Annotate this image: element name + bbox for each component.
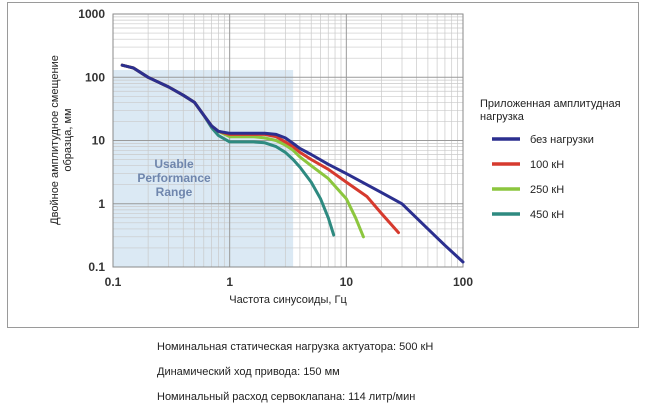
legend-label: 250 кН bbox=[530, 184, 564, 196]
y-tick-label: 100 bbox=[85, 70, 105, 84]
usable-range-region bbox=[113, 70, 294, 267]
y-tick-label: 0.1 bbox=[88, 260, 105, 274]
spec-line-servo-flow: Номинальный расход сервоклапана: 114 лит… bbox=[157, 391, 416, 403]
legend-label: 100 кН bbox=[530, 159, 564, 171]
x-tick-label: 1 bbox=[226, 275, 233, 289]
x-tick-label: 10 bbox=[340, 275, 354, 289]
y-tick-label: 1 bbox=[98, 197, 105, 211]
spec-line-actuator-load: Номинальная статическая нагрузка актуато… bbox=[157, 341, 434, 353]
y-tick-label: 1000 bbox=[78, 7, 105, 21]
usable-range-annotation: Usable Performance Range bbox=[137, 157, 211, 199]
legend-label: без нагрузки bbox=[530, 134, 594, 146]
legend-title: Приложенная амплитудная нагрузка bbox=[480, 98, 621, 123]
chart-svg: 0.1 1 10 100 0.1 1 10 100 1000 Частота синусоиды,… bbox=[49, 7, 621, 306]
y-axis-label: Двойное амплитудное смещениеобразца, мм bbox=[49, 55, 74, 225]
legend-label: 450 кН bbox=[530, 209, 564, 221]
series-line bbox=[120, 63, 465, 264]
x-tick-label: 0.1 bbox=[105, 275, 122, 289]
y-tick-label: 10 bbox=[92, 134, 106, 148]
spec-line-stroke: Динамический ход привода: 150 мм bbox=[157, 366, 340, 378]
x-tick-label: 100 bbox=[453, 275, 473, 289]
plot-border bbox=[112, 13, 464, 268]
x-axis-label: Частота синусоиды, Гц bbox=[229, 294, 347, 306]
